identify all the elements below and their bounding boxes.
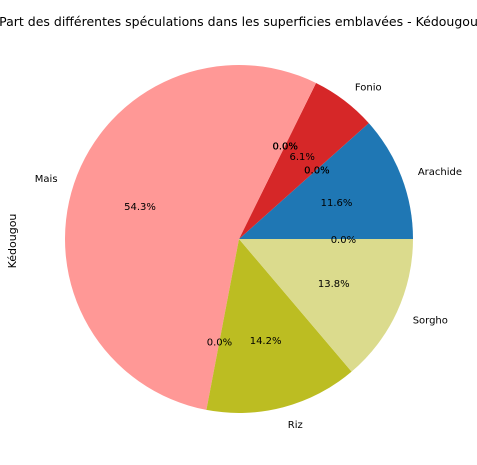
category-label-mais: Mais bbox=[35, 174, 58, 185]
percent-label-arachide: 11.6% bbox=[321, 198, 353, 209]
percent-label-zero-2: 0.0% bbox=[304, 165, 329, 176]
percent-label-zero-8: 0.0% bbox=[207, 338, 232, 349]
pie-slices bbox=[65, 65, 413, 413]
percent-label-zero-6: 0.0% bbox=[273, 141, 298, 152]
percent-label-mais: 54.3% bbox=[124, 202, 156, 213]
percent-label-zero-11: 0.0% bbox=[331, 235, 356, 246]
percent-label-riz: 14.2% bbox=[250, 336, 282, 347]
y-axis-label: Kédougou bbox=[6, 214, 19, 269]
category-label-fonio: Fonio bbox=[355, 83, 382, 94]
percent-label-fonio: 6.1% bbox=[290, 152, 315, 163]
chart-title: Part des différentes spéculations dans l… bbox=[0, 14, 477, 29]
percent-label-sorgho: 13.8% bbox=[318, 279, 350, 290]
category-label-sorgho: Sorgho bbox=[413, 315, 448, 326]
category-label-riz: Riz bbox=[288, 420, 303, 431]
category-label-arachide: Arachide bbox=[418, 167, 462, 178]
